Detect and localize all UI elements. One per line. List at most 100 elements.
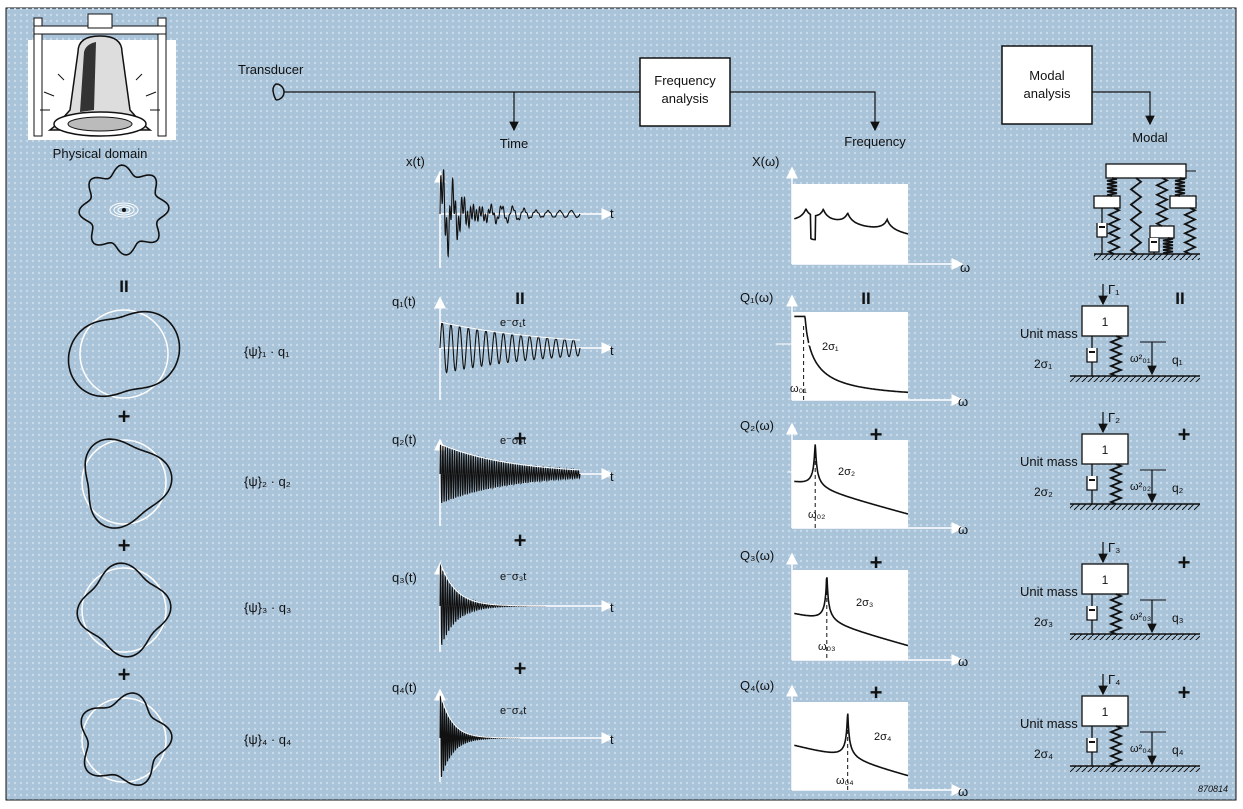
time-ylabel-2: q₂(t) [392, 432, 417, 447]
unit-system-4-force-label: Γ₄ [1108, 672, 1120, 687]
unit-system-2-spring-label: ω²₀₂ [1130, 481, 1151, 493]
unit-system-3-ground-hatch [1070, 634, 1200, 640]
frequency-analysis-line1: Frequency [654, 73, 716, 88]
unit-system-2-displacement-label: q₂ [1172, 481, 1184, 495]
plus-modal-1: + [1178, 422, 1191, 447]
unit-system-4-damper-cylinder [1087, 738, 1097, 752]
equals-modal: II [1175, 289, 1184, 308]
omega0-label-1: ω₀₁ [790, 383, 807, 395]
unit-system-3-damper-cylinder [1087, 606, 1097, 620]
psi-label-1: {ψ}₁ · q₁ [244, 344, 290, 359]
unit-system-3-force-label: Γ₃ [1108, 540, 1120, 555]
psi-label-3: {ψ}₃ · q₃ [244, 600, 291, 615]
unit-system-4-displacement-label: q₄ [1172, 743, 1184, 757]
unit-system-2-damper-label: 2σ₂ [1034, 485, 1053, 499]
unit-system-1-mass-number: 1 [1102, 315, 1109, 329]
freq-xlabel-3: ω [958, 654, 968, 669]
equals-time: II [515, 289, 524, 308]
figure-id: 870814 [1198, 784, 1228, 794]
unit-system-1-damper-label: 2σ₁ [1034, 357, 1052, 371]
frequency-analysis-line2: analysis [662, 91, 709, 106]
unit-system-3-mass-number: 1 [1102, 573, 1109, 587]
plus-time-2: + [514, 528, 527, 553]
time-top-xlabel: t [610, 206, 614, 221]
time-ylabel-1: q₁(t) [392, 294, 416, 309]
unit-system-2-damper-cylinder [1087, 476, 1097, 490]
unit-system-1-force-label: Γ₁ [1108, 282, 1120, 297]
freq-xlabel-4: ω [958, 784, 968, 799]
modal-analysis-line2: analysis [1024, 86, 1071, 101]
freq-ylabel-3: Q₃(ω) [740, 548, 774, 563]
time-xlabel-3: t [610, 600, 614, 615]
unit-system-3-displacement-label: q₃ [1172, 611, 1184, 625]
omega0-label-2: ω₀₂ [808, 509, 825, 521]
psi-label-2: {ψ}₂ · q₂ [244, 474, 291, 489]
transducer-label: Transducer [238, 62, 304, 77]
time-top-ylabel: x(t) [406, 154, 425, 169]
damp-label-3: 2σ₃ [856, 597, 873, 609]
unit-system-1-ground-hatch [1070, 376, 1200, 382]
plus-frequency-3: + [870, 680, 883, 705]
freq-top-ylabel: X(ω) [752, 154, 779, 169]
psi-label-4: {ψ}₄ · q₄ [244, 732, 291, 747]
time-ylabel-3: q₃(t) [392, 570, 417, 585]
omega0-label-3: ω₀₃ [818, 641, 836, 653]
modal-analysis-box [1002, 46, 1092, 124]
time-xlabel-4: t [610, 732, 614, 747]
freq-ylabel-4: Q₄(ω) [740, 678, 774, 693]
freq-ylabel-1: Q₁(ω) [740, 290, 773, 305]
unit-system-1-mass-label: Unit mass [1020, 326, 1078, 341]
plus-time-3: + [514, 656, 527, 681]
unit-system-4-ground-hatch [1070, 766, 1200, 772]
damp-label-4: 2σ₄ [874, 731, 892, 743]
time-label: Time [500, 136, 528, 151]
damp-label-2: 2σ₂ [838, 466, 855, 478]
equals-frequency: II [861, 289, 870, 308]
freq-xlabel-1: ω [958, 394, 968, 409]
composite-ground-hatch [1094, 254, 1200, 260]
physical-domain-label: Physical domain [53, 146, 148, 161]
unit-system-1-damper-cylinder [1087, 348, 1097, 362]
freq-xlabel-2: ω [958, 522, 968, 537]
unit-system-2-force-label: Γ₂ [1108, 410, 1120, 425]
time-xlabel-2: t [610, 469, 614, 484]
frequency-label: Frequency [844, 134, 906, 149]
plus-frequency-1: + [870, 422, 883, 447]
composite-mass-right [1170, 196, 1196, 208]
freq-top-xlabel: ω [960, 260, 970, 275]
bell-illustration [28, 14, 176, 140]
unit-system-3-damper-label: 2σ₃ [1034, 615, 1053, 629]
composite-damper-1-cylinder [1097, 223, 1107, 237]
freq-plot-1-panel [792, 312, 908, 400]
unit-system-2-mass-number: 1 [1102, 443, 1109, 457]
unit-system-2-mass-label: Unit mass [1020, 454, 1078, 469]
decay-label-4: e⁻σ₄t [500, 705, 526, 717]
time-xlabel-1: t [610, 343, 614, 358]
damp-label-1: 2σ₁ [822, 341, 839, 353]
plus-modal-2: + [1178, 550, 1191, 575]
composite-mass-middle [1150, 226, 1174, 238]
freq-plot-total-panel [792, 184, 908, 264]
unit-system-2-ground-hatch [1070, 504, 1200, 510]
bell-top-center [122, 208, 126, 212]
modal-analysis-line1: Modal [1029, 68, 1065, 83]
omega0-label-4: ω₀₄ [836, 775, 854, 787]
plus-physical-3: + [118, 662, 131, 687]
unit-system-4-damper-label: 2σ₄ [1034, 747, 1053, 761]
plus-physical-2: + [118, 533, 131, 558]
plus-time-1: + [514, 426, 527, 451]
unit-system-4-mass-number: 1 [1102, 705, 1109, 719]
unit-system-3-mass-label: Unit mass [1020, 584, 1078, 599]
unit-system-1-spring-label: ω²₀₁ [1130, 353, 1151, 365]
unit-system-4-spring-label: ω²₀₄ [1130, 743, 1152, 755]
decay-label-1: e⁻σ₁t [500, 317, 525, 329]
composite-main-mass [1106, 164, 1186, 178]
composite-mass-left [1094, 196, 1120, 208]
modal-label: Modal [1132, 130, 1168, 145]
time-ylabel-4: q₄(t) [392, 680, 417, 695]
unit-system-3-spring-label: ω²₀₃ [1130, 611, 1151, 623]
unit-system-4-mass-label: Unit mass [1020, 716, 1078, 731]
figure-background-texture [6, 8, 1236, 800]
